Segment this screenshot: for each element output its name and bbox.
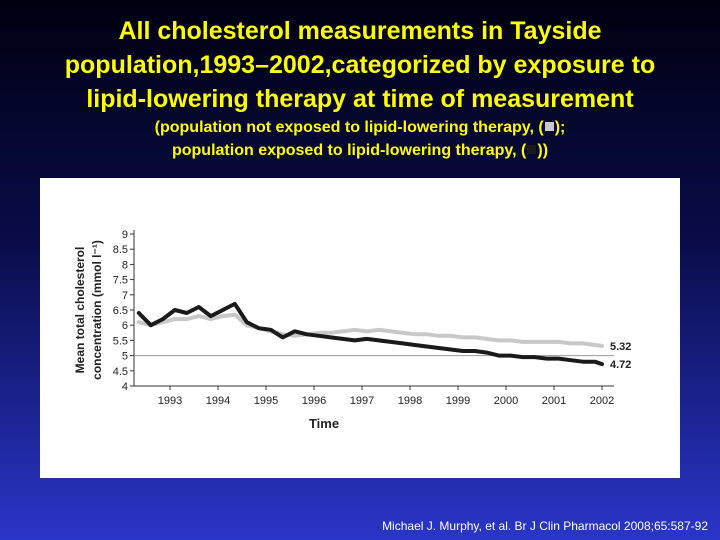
subtitle-line-1: (population not exposed to lipid-lowerin… [0, 116, 720, 139]
x-tick-label: 2002 [590, 395, 614, 407]
x-tick-label: 1999 [446, 395, 470, 407]
y-tick-label: 6.5 [113, 305, 128, 317]
subtitle-line-1-end: ); [554, 119, 566, 136]
subtitle-line-2-text: population exposed to lipid-lowering the… [171, 142, 527, 159]
y-tick-label: 5.5 [113, 335, 128, 347]
exposed-swatch-icon [527, 145, 537, 154]
title-line-2: population,1993–2002,categorized by expo… [64, 51, 656, 79]
title-line-3: lipid-lowering therapy at time of measur… [86, 85, 634, 113]
cholesterol-line-chart: 9 8.5 8 7.5 7 6.5 6 5.5 5 4.5 4 1993 1994 1995 1996 199… [73, 229, 631, 431]
series-line-not-exposed [136, 312, 604, 348]
chart-panel: 9 8.5 8 7.5 7 6.5 6 5.5 5 4.5 4 1993 1994 1995 1996 199… [40, 178, 680, 478]
series-end-label: 4.72 [610, 359, 631, 371]
x-tick-label: 1995 [254, 395, 278, 407]
slide-title: All cholesterol measurements in Tayside … [0, 14, 720, 116]
x-axis-label: Time [309, 416, 339, 431]
x-tick-label: 2001 [542, 395, 566, 407]
y-tick-label: 6 [122, 320, 128, 332]
slide-subtitle: (population not exposed to lipid-lowerin… [0, 116, 720, 162]
y-tick-label: 8 [122, 259, 128, 271]
x-tick-label: 2000 [494, 395, 518, 407]
x-tick-label: 1998 [398, 395, 422, 407]
series-line-exposed [136, 301, 604, 367]
y-tick-label: 4.5 [113, 366, 128, 378]
subtitle-line-1-text: (population not exposed to lipid-lowerin… [154, 119, 544, 136]
not-exposed-swatch-icon [544, 122, 554, 131]
y-tick-label: 5 [122, 351, 128, 363]
subtitle-line-2-end: )) [537, 142, 549, 159]
y-tick-label: 9 [122, 229, 128, 241]
y-tick-label: 7 [122, 290, 128, 302]
series-end-label: 5.32 [610, 341, 631, 353]
citation: Michael J. Murphy, et al. Br J Clin Phar… [382, 519, 708, 533]
x-tick-label: 1993 [158, 395, 182, 407]
y-tick-label: 7.5 [113, 275, 128, 287]
subtitle-line-2: population exposed to lipid-lowering the… [0, 139, 720, 162]
y-tick-label: 4 [122, 381, 128, 393]
x-tick-label: 1994 [206, 395, 230, 407]
y-tick-label: 8.5 [113, 244, 128, 256]
y-axis-label-line-1: Mean total cholesterol [73, 247, 87, 374]
x-tick-label: 1996 [302, 395, 326, 407]
x-tick-label: 1997 [350, 395, 374, 407]
title-line-1: All cholesterol measurements in Tayside [118, 17, 602, 45]
y-axis-label-line-2: concentration (mmol l⁻¹) [90, 240, 104, 380]
